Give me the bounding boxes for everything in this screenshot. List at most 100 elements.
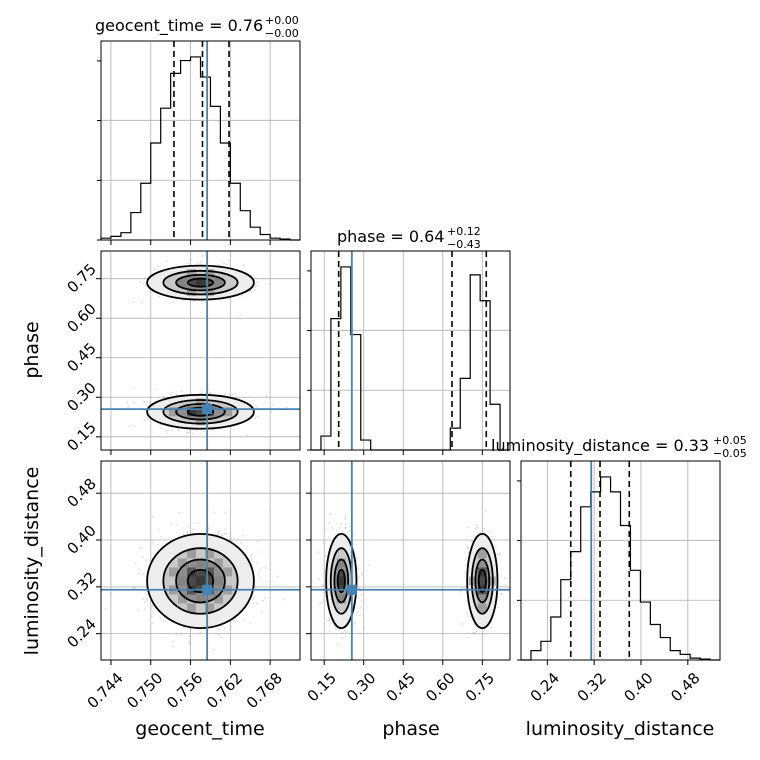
density-cell — [187, 603, 196, 613]
xlabel-luminosity-distance: luminosity_distance — [526, 718, 715, 740]
density-cell — [214, 278, 223, 288]
density-cell — [214, 576, 223, 586]
svg-text:geocent_time = 0.76: geocent_time = 0.76 — [95, 16, 263, 36]
y-phase-tick-label: 0.30 — [63, 379, 99, 415]
hist-phase — [311, 266, 510, 451]
x-geocent-time-tick-label: 0.768 — [243, 669, 286, 712]
panel-luminosity-distance-vs-geocent-time-frame — [100, 460, 301, 661]
contour-line — [162, 547, 239, 615]
svg-text:−0.05: −0.05 — [713, 447, 747, 460]
svg-text:−0.00: −0.00 — [265, 27, 299, 40]
x-geocent-time-tick-label: 0.762 — [203, 669, 246, 712]
density-luminosity-distance-vs-geocent-time — [146, 532, 255, 630]
density-cell — [169, 567, 178, 577]
density-cell — [205, 603, 214, 613]
hist-luminosity-distance-frame — [520, 460, 721, 661]
y-luminosity-distance-tick-label: 0.48 — [63, 475, 99, 511]
density-cell — [223, 407, 232, 417]
x-luminosity-distance-tick-label: 0.48 — [667, 669, 703, 705]
density-cell — [187, 269, 196, 279]
truth-marker — [346, 584, 357, 595]
y-luminosity-distance-tick-label: 0.40 — [63, 521, 99, 557]
density-cell — [178, 278, 187, 288]
density-cell — [169, 407, 178, 417]
contour-line — [466, 532, 499, 630]
svg-text:+0.05: +0.05 — [713, 434, 747, 447]
density-cell — [205, 269, 214, 279]
density-cell — [178, 576, 187, 586]
density-cell — [196, 398, 205, 408]
x-phase-tick-label: 0.45 — [383, 669, 419, 705]
hist-geocent-time — [100, 56, 300, 241]
title-phase: phase = 0.64 +0.12 −0.43 — [337, 225, 481, 251]
contour-line — [186, 277, 215, 288]
x-luminosity-distance-tick-label: 0.32 — [574, 669, 610, 705]
x-geocent-time-tick-label: 0.750 — [123, 669, 166, 712]
y-luminosity-distance-tick-label: 0.24 — [63, 615, 99, 651]
xlabel-geocent-time: geocent_time — [135, 718, 264, 740]
contour-line — [175, 403, 226, 421]
x-luminosity-distance-tick-label: 0.24 — [527, 669, 563, 705]
y-phase-tick-label: 0.75 — [63, 260, 99, 296]
density-cell — [178, 594, 187, 604]
density-cell — [214, 558, 223, 568]
density-cell — [196, 416, 205, 426]
density-cell — [196, 576, 205, 586]
density-cell — [187, 407, 196, 417]
xlabel-phase: phase — [382, 718, 439, 740]
density-cell — [477, 603, 487, 613]
density-cell — [477, 549, 487, 559]
density-cell — [187, 287, 196, 297]
x-phase-tick-label: 0.60 — [422, 669, 458, 705]
density-cell — [205, 287, 214, 297]
truth-marker — [202, 584, 213, 595]
contour-line — [186, 568, 215, 594]
density-cell — [477, 567, 487, 577]
svg-text:+0.00: +0.00 — [265, 14, 299, 27]
density-phase-vs-geocent-time — [146, 264, 255, 430]
y-phase-tick-label: 0.45 — [63, 339, 99, 375]
svg-text:phase = 0.64: phase = 0.64 — [337, 227, 444, 246]
plot-layer: 0.24 0.32 0.40 0.480.150.300.450.600.750.74… — [63, 40, 721, 712]
density-cell — [336, 594, 346, 604]
x-geocent-time-tick-label: 0.756 — [163, 669, 206, 712]
svg-text:−0.43: −0.43 — [447, 238, 481, 251]
contour-line — [146, 393, 255, 430]
y-phase-tick-label: 0.15 — [63, 418, 99, 454]
contour-line — [325, 532, 358, 630]
density-cell — [187, 549, 196, 559]
contour-line — [477, 568, 487, 594]
panel-luminosity-distance-vs-phase-frame — [310, 460, 511, 661]
contour-line — [470, 547, 494, 615]
y-phase-tick-label: 0.60 — [63, 300, 99, 336]
contour-line — [146, 264, 255, 301]
contour-line — [162, 269, 239, 296]
density-cell — [486, 576, 496, 586]
density-luminosity-distance-vs-phase — [325, 532, 499, 630]
contour-line — [186, 406, 215, 417]
density-cell — [468, 576, 478, 586]
title-luminosity-distance: luminosity_distance = 0.33 +0.05 −0.05 — [491, 434, 747, 460]
x-phase-tick-label: 0.15 — [304, 669, 340, 705]
ylabel-luminosity-distance: luminosity_distance — [21, 467, 43, 656]
density-cell — [214, 594, 223, 604]
density-cell — [336, 576, 346, 586]
x-luminosity-distance-tick-label: 0.40 — [620, 669, 656, 705]
hist-luminosity-distance — [521, 476, 720, 661]
contour-line — [162, 399, 239, 425]
contour-line — [336, 568, 346, 594]
hist-geocent-time-frame — [100, 40, 301, 241]
x-phase-tick-label: 0.30 — [343, 669, 379, 705]
x-geocent-time-tick-label: 0.744 — [84, 669, 127, 712]
ylabel-phase: phase — [21, 321, 43, 378]
density-cell — [196, 558, 205, 568]
title-geocent-time: geocent_time = 0.76 +0.00 −0.00 — [95, 14, 299, 40]
density-cell — [336, 558, 346, 568]
contour-line — [175, 273, 226, 292]
truth-marker — [202, 404, 213, 415]
density-cell — [196, 278, 205, 288]
panel-phase-vs-geocent-time-frame — [100, 250, 301, 451]
y-luminosity-distance-tick-label: 0.32 — [63, 568, 99, 604]
contour-line — [333, 558, 350, 604]
